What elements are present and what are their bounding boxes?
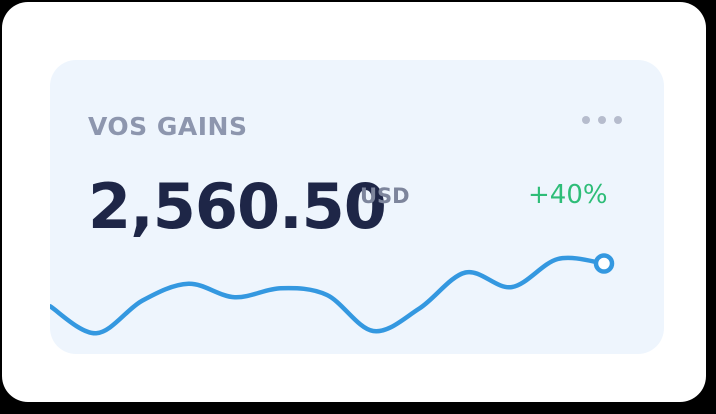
widget-window: VOS GAINS 2,560.50 USD +40% (2, 2, 706, 402)
more-horizontal-icon[interactable] (582, 112, 622, 128)
currency-label: USD (360, 184, 410, 208)
menu-dot (598, 116, 606, 124)
menu-dot (582, 116, 590, 124)
widget-title: VOS GAINS (88, 112, 248, 141)
change-badge: +40% (528, 180, 608, 210)
gains-amount: 2,560.50 (88, 170, 387, 243)
gains-card: VOS GAINS 2,560.50 USD +40% (50, 60, 664, 354)
menu-dot (614, 116, 622, 124)
gains-line (50, 255, 607, 336)
chart-endpoint-marker[interactable] (593, 253, 615, 274)
gains-chart (50, 253, 615, 336)
